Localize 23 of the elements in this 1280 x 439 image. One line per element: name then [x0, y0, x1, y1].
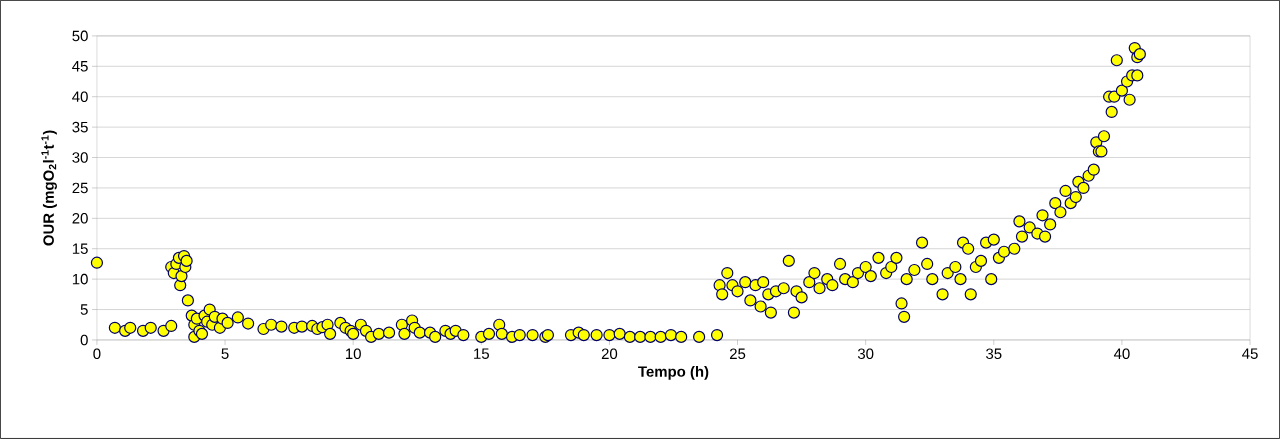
x-tick-label: 15	[474, 348, 489, 359]
y-tick-label: 0	[80, 334, 88, 346]
x-tick-label: 0	[93, 348, 101, 360]
y-tick-label: 10	[72, 273, 88, 285]
y-tick-label: 5	[80, 304, 88, 315]
x-tick-label: 25	[729, 348, 746, 360]
x-tick-label: 35	[986, 348, 1002, 360]
text: OUR (mgO$_{2}$l$^{-1}$t$^{-1}$)	[41, 130, 57, 246]
y-tick-label: 20	[72, 213, 88, 224]
x-tick-label: 10	[346, 348, 361, 360]
x-tick-label: 5	[221, 348, 229, 359]
x-tick-label: 40	[1113, 348, 1130, 360]
y-tick-label: 50	[72, 30, 88, 42]
x-axis-title: Tempo (h)	[638, 365, 709, 380]
x-tick-label: 30	[857, 348, 874, 360]
y-tick-label: 45	[72, 61, 88, 72]
y-tick-label: 25	[72, 182, 88, 194]
y-tick-label: 30	[72, 152, 88, 163]
y-tick-label: 35	[72, 121, 88, 133]
x-tick-label: 45	[1242, 348, 1258, 359]
x-tick-label: 20	[601, 348, 618, 360]
y-tick-label: 15	[72, 243, 88, 255]
y-tick-label: 40	[72, 91, 88, 103]
